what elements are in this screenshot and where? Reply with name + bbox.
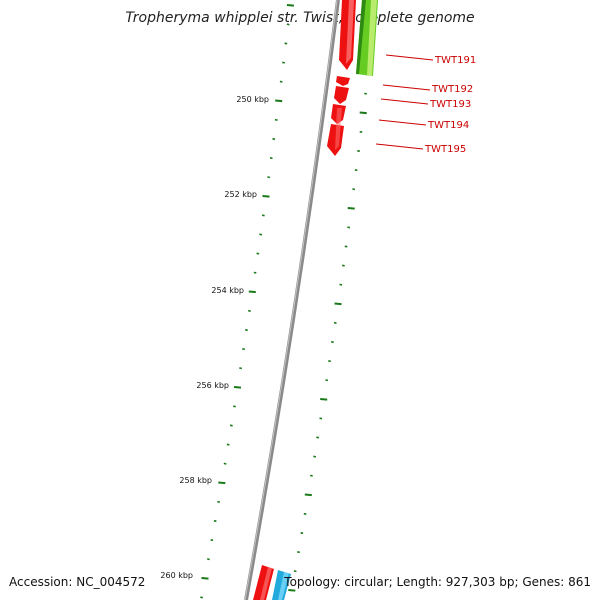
inner-tick-ring <box>288 16 378 592</box>
outer-ring-major-tick <box>262 195 270 198</box>
gene-reverse-green-light <box>367 0 377 76</box>
outer-tick-ring <box>200 4 294 599</box>
inner-ring-minor-tick <box>310 474 313 477</box>
outer-ring-minor-tick <box>207 558 210 561</box>
outer-ring-minor-tick <box>213 519 217 523</box>
outer-ring-minor-tick <box>274 118 278 121</box>
outer-ring-minor-tick <box>282 61 285 64</box>
genome-backbone <box>244 0 340 600</box>
scale-label-258: 258 kbp <box>179 476 212 485</box>
outer-ring-minor-tick <box>223 462 227 465</box>
outer-ring-minor-tick <box>286 23 290 26</box>
leader-twt194 <box>378 119 427 126</box>
topology-summary: Topology: circular; Length: 927,303 bp; … <box>284 575 591 589</box>
outer-ring-minor-tick <box>210 539 214 542</box>
leader-twt192 <box>382 84 431 91</box>
gene-label-twt193[interactable]: TWT193 <box>429 99 471 110</box>
inner-ring-minor-tick <box>313 455 317 458</box>
inner-ring-minor-tick <box>344 245 348 248</box>
outer-ring-major-tick <box>286 4 294 7</box>
inner-ring-minor-tick <box>300 531 304 535</box>
outer-ring-major-tick <box>233 386 242 389</box>
inner-ring-minor-tick <box>303 512 307 515</box>
outer-ring-minor-tick <box>256 252 260 255</box>
outer-ring-minor-tick <box>248 309 251 312</box>
gene-lower-cyan-shine <box>278 572 289 600</box>
inner-ring-minor-tick <box>319 417 323 420</box>
inner-ring-minor-tick <box>293 570 297 573</box>
inner-ring-minor-tick <box>325 379 329 382</box>
other-genes <box>272 570 291 600</box>
scale-label-250: 250 kbp <box>236 95 269 104</box>
outer-ring-minor-tick <box>233 405 236 408</box>
gene-twt191-shine <box>346 0 354 64</box>
gene-leader-lines <box>375 54 434 150</box>
scale-labels: 250 kbp 252 kbp 254 kbp 256 kbp 258 kbp … <box>160 95 269 580</box>
outer-ring-minor-tick <box>261 214 265 217</box>
inner-ring-minor-tick <box>357 149 360 153</box>
outer-ring-major-tick <box>201 577 209 580</box>
inner-ring-minor-tick <box>352 188 356 191</box>
gene-label-twt192[interactable]: TWT192 <box>431 84 473 95</box>
inner-ring-minor-tick <box>347 226 351 229</box>
gene-reverse-green-dark <box>356 0 366 74</box>
gene-twt195-shine <box>335 108 342 150</box>
inner-ring-minor-tick <box>359 130 363 133</box>
inner-ring-major-tick <box>359 111 367 115</box>
inner-ring-major-tick <box>320 398 328 401</box>
outer-ring-minor-tick <box>239 367 242 370</box>
inner-ring-major-tick <box>304 493 312 497</box>
inner-ring-major-tick <box>347 207 355 210</box>
outer-ring-minor-tick <box>200 596 203 599</box>
outer-ring-minor-tick <box>269 157 273 160</box>
gene-twt192[interactable] <box>336 76 350 86</box>
inner-ring-minor-tick <box>333 321 337 324</box>
outer-ring-minor-tick <box>242 348 245 351</box>
outer-ring-minor-tick <box>279 80 283 83</box>
gene-label-twt195[interactable]: TWT195 <box>424 144 466 155</box>
inner-ring-minor-tick <box>328 360 331 363</box>
leader-twt191 <box>385 54 434 61</box>
outer-ring-minor-tick <box>259 233 263 236</box>
outer-ring-minor-tick <box>245 328 248 332</box>
scale-label-260: 260 kbp <box>160 571 193 580</box>
leader-twt193 <box>380 98 429 105</box>
gene-label-twt194[interactable]: TWT194 <box>427 120 469 131</box>
forward-genes <box>253 0 356 600</box>
outer-ring-minor-tick <box>272 137 276 141</box>
outer-ring-minor-tick <box>284 42 288 45</box>
inner-ring-minor-tick <box>331 340 334 344</box>
gene-labels: TWT191 TWT192 TWT193 TWT194 TWT195 <box>424 55 476 155</box>
inner-ring-major-tick <box>288 589 296 592</box>
inner-ring-minor-tick <box>316 436 320 439</box>
outer-ring-minor-tick <box>229 424 233 427</box>
outer-ring-major-tick <box>275 99 283 103</box>
inner-ring-major-tick <box>334 302 342 306</box>
scale-label-252: 252 kbp <box>224 190 257 199</box>
gene-lower-red-shine <box>260 567 272 600</box>
outer-ring-minor-tick <box>226 443 230 446</box>
reverse-genes <box>356 0 378 76</box>
outer-ring-minor-tick <box>253 271 257 274</box>
inner-ring-minor-tick <box>364 92 367 95</box>
outer-ring-major-tick <box>218 481 226 485</box>
inner-ring-minor-tick <box>342 264 345 267</box>
outer-ring-minor-tick <box>267 176 271 179</box>
outer-ring-major-tick <box>248 290 256 294</box>
inner-ring-minor-tick <box>354 169 358 172</box>
gene-label-twt191[interactable]: TWT191 <box>434 55 476 66</box>
genome-backbone-highlight <box>244 0 338 600</box>
map-title: Tropheryma whipplei str. Twist, complete… <box>125 10 475 26</box>
accession-label: Accession: NC_004572 <box>9 575 146 589</box>
inner-ring-minor-tick <box>339 283 343 286</box>
leader-twt195 <box>375 143 424 150</box>
scale-label-256: 256 kbp <box>196 381 229 390</box>
outer-ring-minor-tick <box>217 500 220 503</box>
scale-label-254: 254 kbp <box>211 286 244 295</box>
gene-twt193[interactable] <box>334 86 349 104</box>
inner-ring-minor-tick <box>297 551 300 554</box>
